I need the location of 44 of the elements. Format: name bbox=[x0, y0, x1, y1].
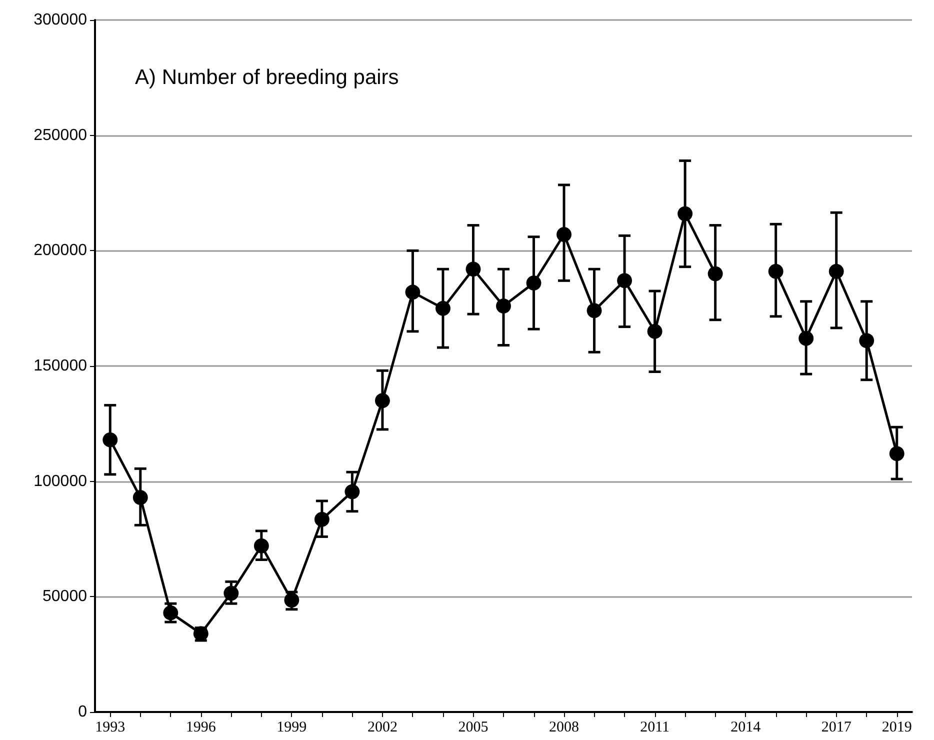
point bbox=[647, 324, 662, 339]
x-tick-label: 2019 bbox=[882, 720, 912, 736]
point bbox=[586, 303, 602, 318]
x-tick-label: 2008 bbox=[549, 720, 580, 736]
point bbox=[466, 262, 481, 277]
point bbox=[708, 266, 723, 282]
x-tick-label: 2017 bbox=[821, 720, 852, 736]
text: A) Number of breeding pairs bbox=[135, 66, 399, 89]
point bbox=[102, 432, 118, 448]
point bbox=[224, 586, 239, 601]
x-tick-label: 1993 bbox=[95, 720, 126, 736]
point bbox=[526, 275, 542, 290]
point bbox=[435, 300, 450, 316]
x-tick-label: 1999 bbox=[276, 720, 307, 736]
point bbox=[617, 273, 632, 288]
point bbox=[344, 484, 360, 500]
x-tick-label: 2005 bbox=[458, 720, 488, 736]
point bbox=[284, 592, 300, 608]
point bbox=[768, 264, 784, 279]
y-tick-label: 0 bbox=[78, 704, 88, 720]
point bbox=[678, 206, 693, 222]
point bbox=[132, 490, 148, 505]
y-tick-label: 150000 bbox=[34, 358, 88, 374]
y-tick-label: 250000 bbox=[34, 126, 88, 144]
y-tick-label: 50000 bbox=[42, 588, 88, 606]
x-tick-label: 2002 bbox=[367, 720, 398, 736]
point bbox=[798, 330, 814, 346]
point bbox=[556, 227, 572, 242]
point bbox=[496, 298, 511, 314]
point bbox=[889, 446, 904, 462]
x-tick-label: 2014 bbox=[730, 720, 762, 736]
point bbox=[254, 538, 269, 554]
point bbox=[193, 626, 208, 642]
x-tick-label: 2011 bbox=[640, 720, 670, 736]
y-tick-label: 200000 bbox=[34, 242, 88, 260]
y-tick-label: 300000 bbox=[34, 12, 88, 28]
y-tick-label: 100000 bbox=[34, 472, 88, 490]
point bbox=[859, 333, 874, 348]
point bbox=[828, 264, 844, 279]
point bbox=[163, 605, 178, 620]
x-tick-label: 1996 bbox=[186, 720, 216, 736]
point bbox=[405, 284, 420, 300]
point bbox=[374, 393, 390, 408]
point bbox=[314, 512, 330, 527]
